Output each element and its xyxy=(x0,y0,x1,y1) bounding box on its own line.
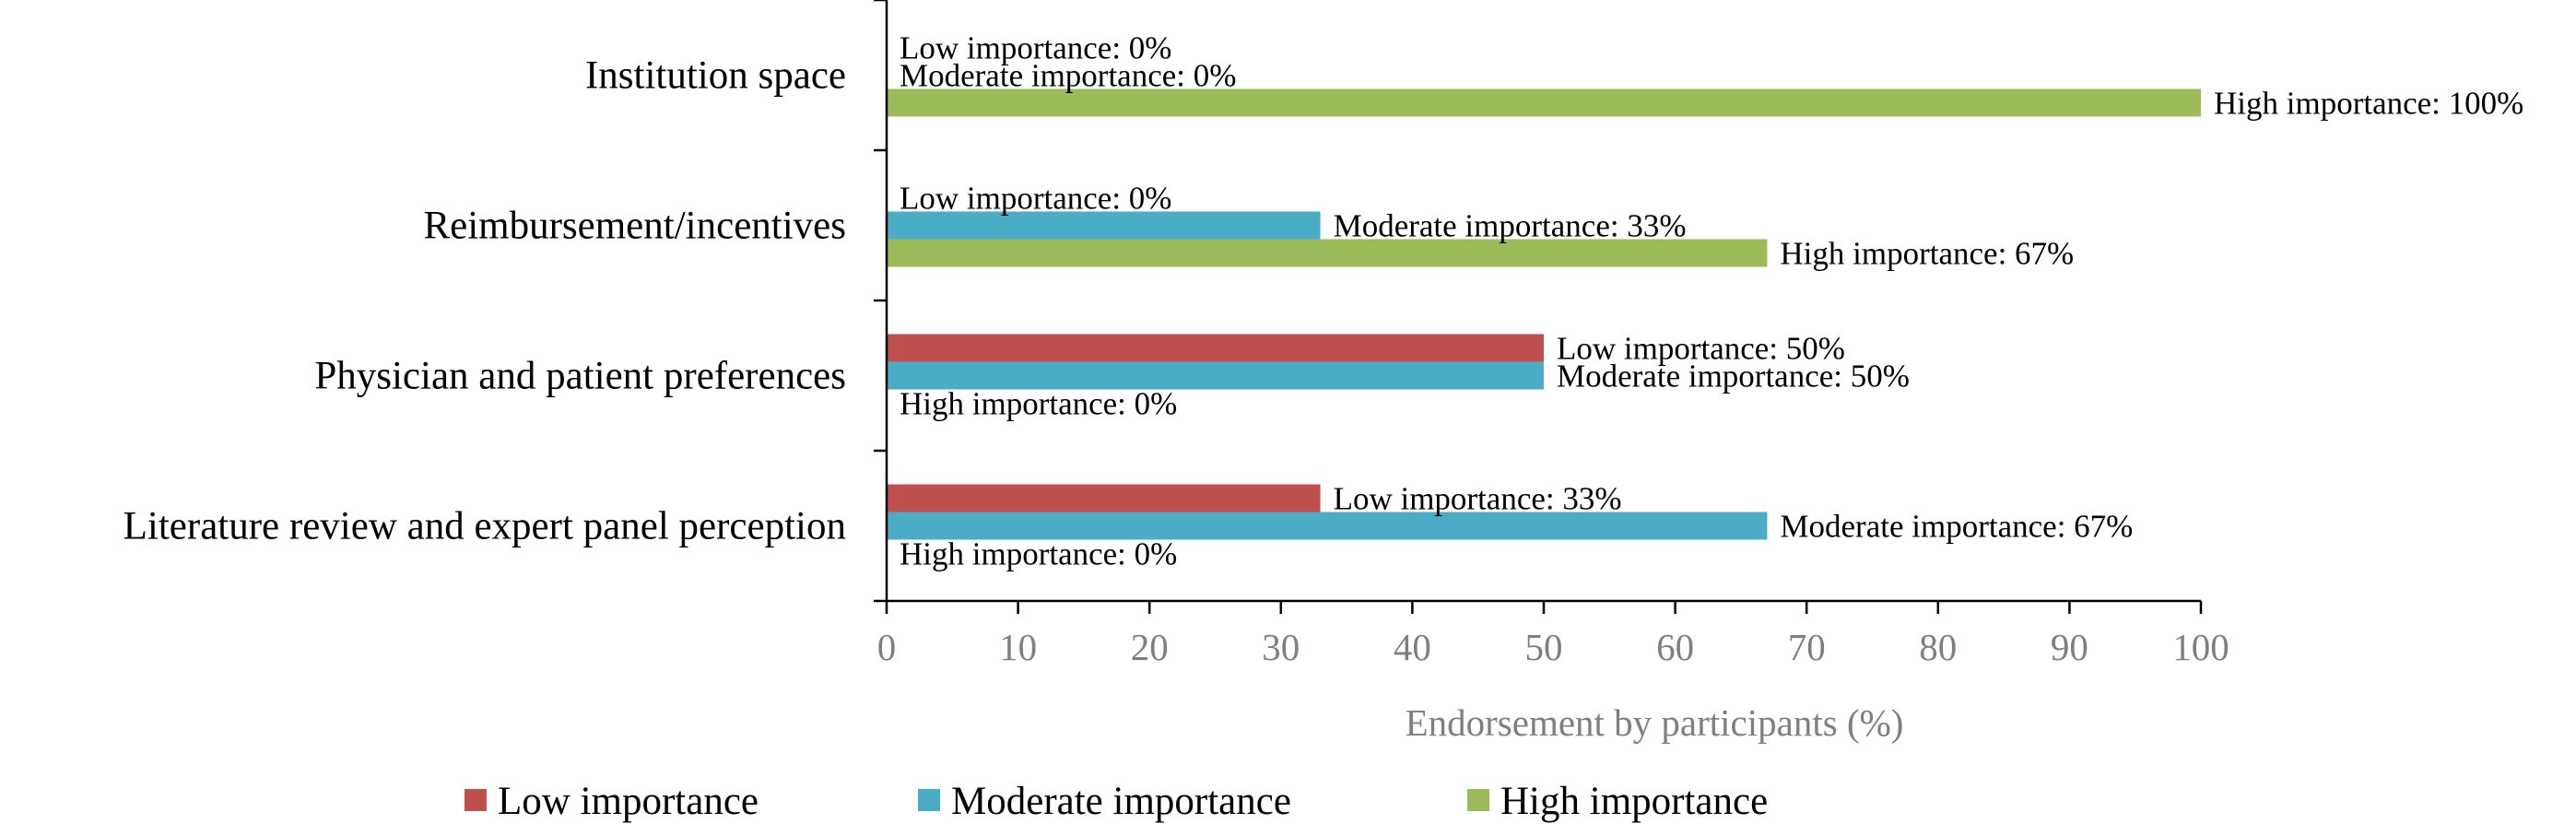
bar-high-importance-0 xyxy=(887,88,2201,117)
legend-swatch xyxy=(918,789,940,811)
data-label-low-importance-0: Low importance: 0% xyxy=(900,30,1171,66)
data-label-high-importance-1: High importance: 67% xyxy=(1780,236,2074,272)
x-tick-label-90: 90 xyxy=(2051,626,2088,668)
x-tick-label-70: 70 xyxy=(1788,626,1826,668)
x-tick-label-10: 10 xyxy=(999,626,1037,668)
x-tick-label-40: 40 xyxy=(1394,626,1431,668)
data-label-high-importance-2: High importance: 0% xyxy=(900,386,1177,422)
bar-high-importance-1 xyxy=(887,239,1768,267)
category-label-3: Literature review and expert panel perce… xyxy=(124,505,846,548)
data-label-moderate-importance-0: Moderate importance: 0% xyxy=(900,58,1236,94)
legend-label: High importance xyxy=(1500,780,1768,823)
bar-moderate-importance-3 xyxy=(887,512,1768,540)
x-axis-title: Endorsement by participants (%) xyxy=(1406,701,1904,744)
legend-item-moderate-importance: Moderate importance xyxy=(918,780,1291,823)
category-labels-layer: Institution space Reimbursement/incentive… xyxy=(124,54,846,548)
bar-moderate-importance-2 xyxy=(887,361,1544,390)
data-label-high-importance-3: High importance: 0% xyxy=(900,536,1177,572)
x-tick-label-30: 30 xyxy=(1262,626,1300,668)
data-label-low-importance-2: Low importance: 50% xyxy=(1557,331,1845,367)
data-label-moderate-importance-3: Moderate importance: 67% xyxy=(1780,509,2133,545)
x-tick-label-80: 80 xyxy=(1919,626,1957,668)
bar-low-importance-2 xyxy=(887,334,1544,362)
x-tick-label-100: 100 xyxy=(2172,626,2229,668)
legend-item-low-importance: Low importance xyxy=(465,780,759,823)
bar-moderate-importance-1 xyxy=(887,211,1321,240)
x-tick-label-50: 50 xyxy=(1525,626,1563,668)
data-label-moderate-importance-2: Moderate importance: 50% xyxy=(1557,359,1910,394)
x-tick-label-0: 0 xyxy=(877,626,897,668)
legend-swatch xyxy=(465,789,487,811)
x-tick-label-20: 20 xyxy=(1131,626,1169,668)
category-label-0: Institution space xyxy=(585,54,846,98)
x-tick-label-60: 60 xyxy=(1656,626,1694,668)
axis-layer: 0 10 20 30 40 50 60 70 80 90 100 xyxy=(874,0,2229,668)
legend: Low importance Moderate importance High im… xyxy=(465,780,1768,823)
legend-swatch xyxy=(1467,789,1489,811)
legend-label: Moderate importance xyxy=(951,780,1291,823)
bars-layer xyxy=(887,88,2201,540)
data-label-low-importance-3: Low importance: 33% xyxy=(1334,481,1622,517)
legend-label: Low importance xyxy=(498,780,759,823)
data-label-high-importance-0: High importance: 100% xyxy=(2214,86,2523,122)
data-labels-layer: Low importance: 0% Low importance: 0% Low … xyxy=(900,30,2523,572)
bar-low-importance-3 xyxy=(887,484,1321,512)
data-label-moderate-importance-1: Moderate importance: 33% xyxy=(1334,208,1687,244)
category-label-2: Physician and patient preferences xyxy=(314,355,846,398)
data-label-low-importance-1: Low importance: 0% xyxy=(900,181,1171,217)
legend-item-high-importance: High importance xyxy=(1467,780,1768,823)
category-label-1: Reimbursement/incentives xyxy=(423,205,846,248)
